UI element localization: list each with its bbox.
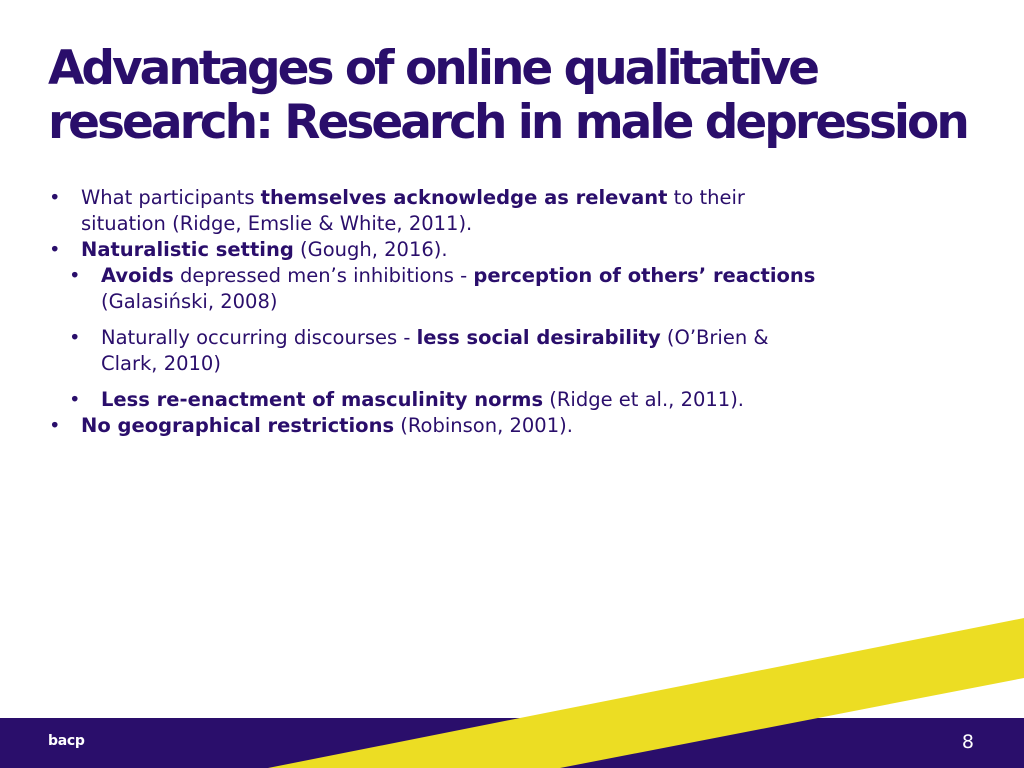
bullet-list: What participants themselves acknowledge… [48,185,828,439]
bullet-item-geographical-restrictions: No geographical restrictions (Robinson, … [48,413,828,439]
bacp-logo: bacp [48,733,85,749]
sub-bullet-item-avoids-inhibitions: Avoids depressed men’s inhibitions - per… [68,263,828,315]
slide-title-line-2: research: Research in male depression [48,95,970,150]
bullet-item-participants-relevance: What participants themselves acknowledge… [48,185,828,237]
slide-title-line-1: Advantages of online qualitative [48,41,820,96]
bullet-item-naturalistic-setting: Naturalistic setting (Gough, 2016). [48,237,828,263]
page-number: 8 [961,731,974,753]
sub-bullet-item-masculinity-norms: Less re-enactment of masculinity norms (… [68,387,828,413]
sub-bullet-item-social-desirability: Naturally occurring discourses - less so… [68,325,828,377]
slide-title: Advantages of online qualitative researc… [48,42,1008,150]
